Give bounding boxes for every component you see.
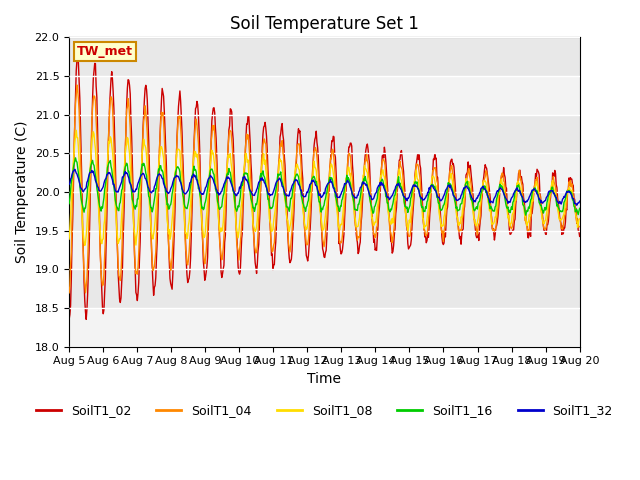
Text: TW_met: TW_met [77, 45, 133, 58]
Bar [69, 308, 580, 347]
Bar [69, 76, 580, 115]
Title: Soil Temperature Set 1: Soil Temperature Set 1 [230, 15, 419, 33]
X-axis label: Time: Time [307, 372, 341, 386]
Bar [69, 231, 580, 269]
Bar [69, 153, 580, 192]
Y-axis label: Soil Temperature (C): Soil Temperature (C) [15, 121, 29, 263]
Legend: SoilT1_02, SoilT1_04, SoilT1_08, SoilT1_16, SoilT1_32: SoilT1_02, SoilT1_04, SoilT1_08, SoilT1_… [31, 399, 618, 422]
